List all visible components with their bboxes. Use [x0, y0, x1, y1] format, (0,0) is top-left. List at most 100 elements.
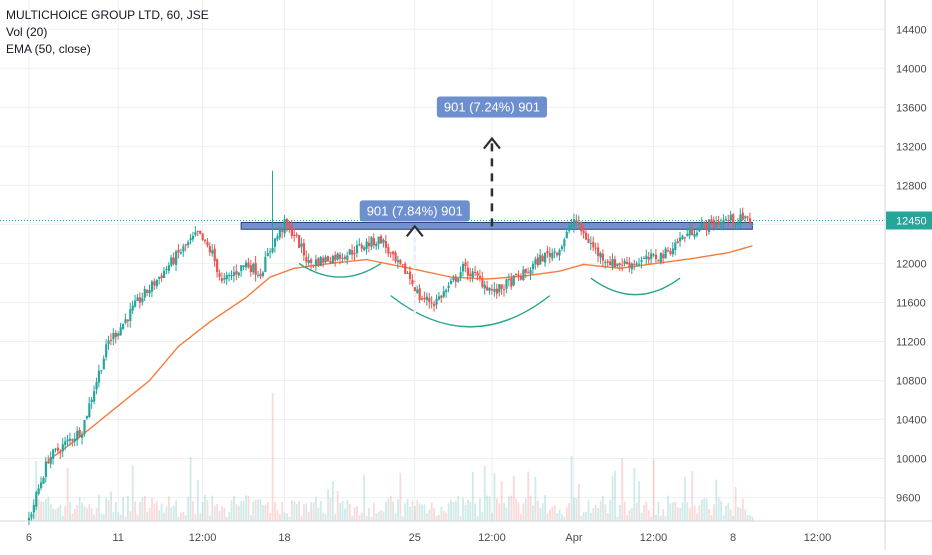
volume-bar — [66, 467, 69, 521]
candle-body — [517, 274, 520, 276]
candle-body — [437, 296, 441, 300]
candle-body — [541, 255, 544, 262]
volume-bar — [510, 495, 513, 521]
candle-body — [121, 323, 125, 329]
candle-body — [35, 492, 38, 507]
volume-bar — [305, 503, 308, 521]
candle-body — [47, 461, 50, 464]
candle-body — [572, 219, 576, 227]
volume-bar — [155, 501, 158, 521]
volume-bar — [734, 487, 737, 521]
candle-body — [218, 273, 221, 277]
candle-body — [389, 252, 392, 254]
candle-body — [32, 504, 35, 513]
candle-body — [512, 275, 515, 286]
candle-body — [445, 289, 448, 292]
volume-bar — [577, 483, 580, 521]
ema-line — [47, 245, 753, 462]
volume-bar — [119, 514, 122, 521]
volume-bar — [223, 507, 226, 521]
candle-body — [194, 232, 197, 236]
volume-bar — [483, 465, 486, 521]
candle-body — [351, 250, 354, 255]
candle-body — [396, 260, 400, 263]
volume-bar — [727, 502, 730, 521]
volume-bar — [710, 515, 713, 521]
candle-body — [606, 261, 609, 263]
legend-volume: Vol (20) — [6, 25, 48, 39]
candle-body — [710, 219, 713, 222]
volume-bar — [182, 511, 185, 521]
volume-bar — [71, 513, 74, 521]
measure-small-label: 901 (7.84%) 901 — [367, 203, 463, 218]
volume-bar — [394, 513, 397, 521]
candle-body — [196, 231, 199, 233]
candle-body — [95, 381, 98, 390]
candle-body — [495, 288, 498, 294]
candle-body — [237, 272, 240, 276]
volume-bar — [529, 495, 532, 521]
candle-body — [61, 444, 64, 452]
volume-bar — [107, 500, 110, 521]
volume-bar — [469, 501, 472, 521]
volume-bar — [385, 502, 387, 521]
candle-body — [329, 261, 332, 263]
volume-bar — [416, 500, 419, 521]
candle-body — [170, 257, 173, 266]
volume-bar — [539, 508, 542, 521]
candle-body — [505, 279, 508, 289]
volume-bar — [698, 505, 701, 521]
candle-body — [348, 249, 351, 255]
volume-bar — [266, 501, 269, 521]
volume-bar — [206, 499, 209, 521]
volume-bar — [254, 499, 257, 521]
volume-bar — [95, 508, 98, 521]
candle-body — [601, 253, 605, 261]
time-axis-label: 12:00 — [478, 532, 506, 544]
volume-bar — [688, 508, 691, 521]
volume-bar — [334, 513, 337, 521]
candle-body — [408, 271, 412, 280]
candle-body — [433, 303, 436, 306]
volume-bar — [746, 514, 749, 521]
candle-body — [112, 333, 115, 340]
time-axis-label: 11 — [112, 532, 123, 544]
candle-body — [727, 220, 730, 222]
volume-bar — [42, 501, 45, 521]
candle-body — [138, 297, 142, 303]
candle-body — [741, 212, 744, 220]
volume-bar — [177, 516, 180, 521]
volume-bar — [464, 504, 467, 521]
volume-bar — [433, 508, 436, 521]
volume-bar — [351, 515, 354, 521]
volume-bar — [749, 515, 751, 521]
candle-body — [683, 237, 687, 239]
volume-bar — [517, 502, 520, 521]
volume-bar — [647, 510, 650, 521]
last-price-label: 12450 — [896, 215, 927, 227]
candle-body — [244, 262, 248, 268]
price-axis-label: 10400 — [896, 415, 927, 427]
volume-bar — [100, 513, 103, 521]
volume-bar — [532, 505, 534, 521]
volume-bar — [208, 515, 211, 521]
candle-body — [310, 259, 313, 264]
candle-body — [276, 236, 279, 240]
candle-body — [476, 272, 479, 276]
volume-bar — [570, 455, 573, 521]
candle-body — [199, 230, 202, 234]
price-axis-label: 14000 — [896, 63, 927, 75]
candle-body — [117, 333, 120, 337]
volume-bar — [565, 507, 568, 521]
measure-large-label: 901 (7.24%) 901 — [444, 100, 540, 115]
candle-body — [307, 260, 310, 263]
volume-bar — [643, 504, 645, 521]
volume-bar — [541, 503, 544, 521]
candle-body — [580, 221, 583, 232]
candle-body — [68, 438, 72, 441]
candle-body — [630, 263, 633, 270]
volume-bar — [585, 511, 587, 521]
volume-bar — [599, 500, 602, 521]
